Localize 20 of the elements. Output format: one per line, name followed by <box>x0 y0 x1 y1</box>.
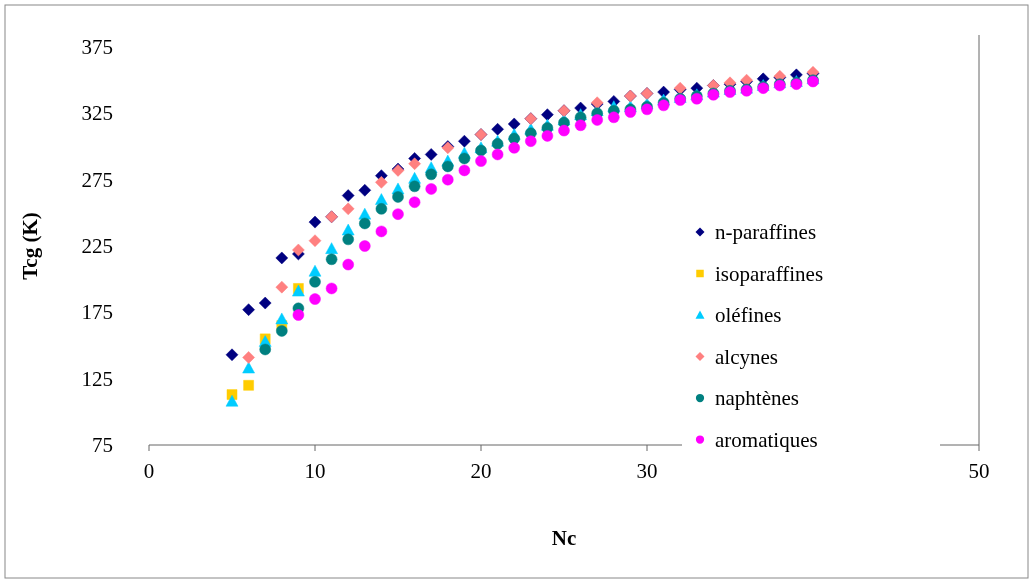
y-tick-label: 325 <box>81 101 113 126</box>
y-tick-label: 225 <box>81 234 113 258</box>
y-tick-label: 75 <box>92 433 113 457</box>
legend-label: naphtènes <box>715 386 799 410</box>
x-tick-label: 20 <box>470 459 492 483</box>
legend-label: aromatiques <box>715 427 818 452</box>
x-tick-label: 50 <box>968 459 990 483</box>
y-tick-label: 125 <box>81 366 113 391</box>
y-tick-label: 275 <box>81 167 113 192</box>
x-tick-label: 30 <box>636 459 658 483</box>
x-tick-label: 10 <box>304 459 326 483</box>
x-axis-title: Nc <box>551 526 577 550</box>
x-tick-label: 0 <box>143 459 155 483</box>
legend-label: isoparaffines <box>715 261 824 286</box>
legend-label: oléfines <box>715 303 782 327</box>
legend-label: alcynes <box>715 344 778 369</box>
y-axis-title: Tcg (K) <box>18 212 42 280</box>
y-tick-label: 175 <box>81 300 113 325</box>
legend-label: n-paraffines <box>715 220 817 244</box>
y-tick-label: 375 <box>81 35 113 59</box>
